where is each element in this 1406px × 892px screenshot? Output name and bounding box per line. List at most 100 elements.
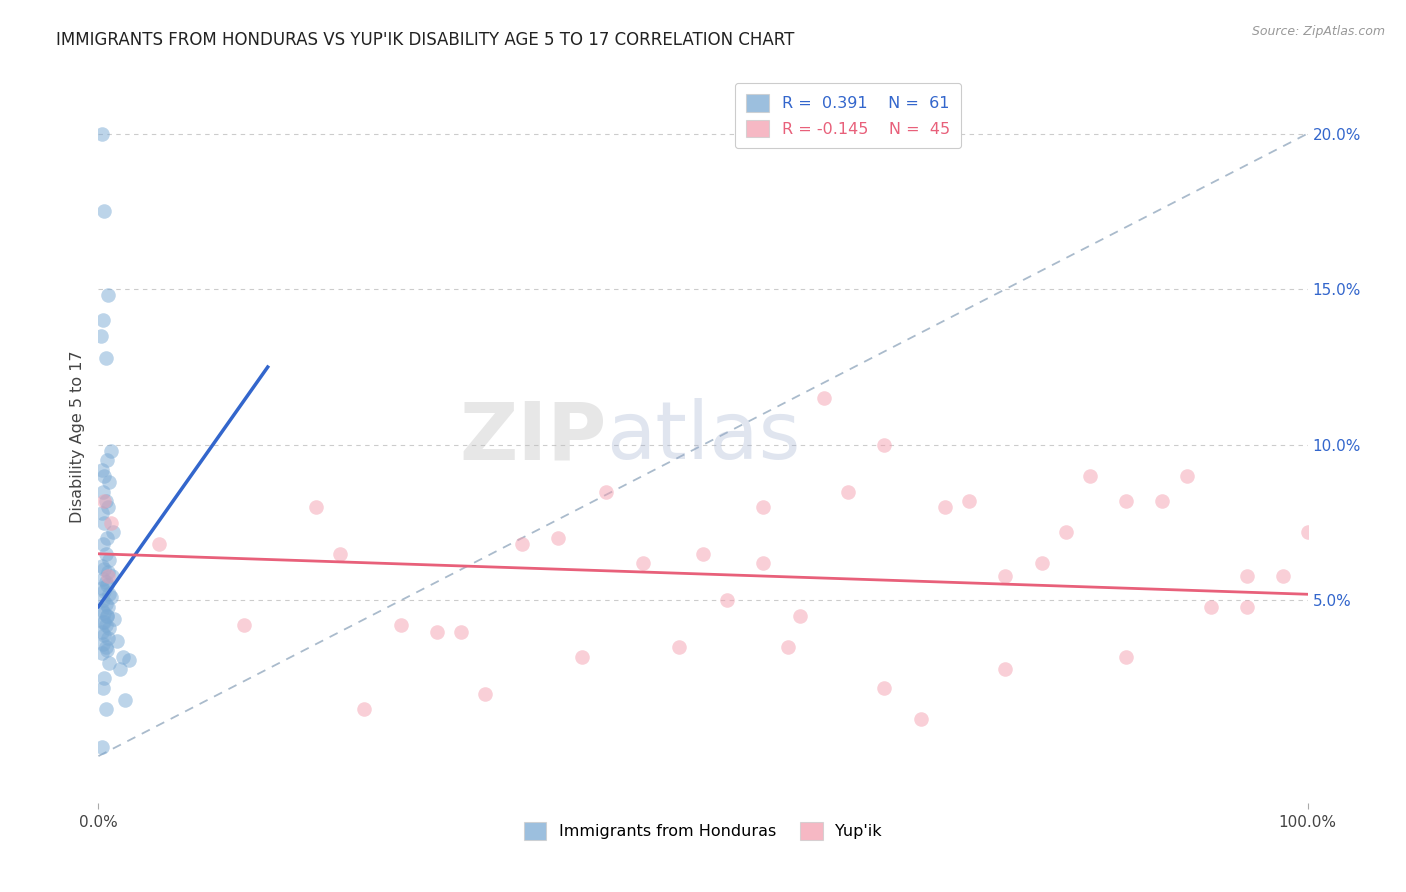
Point [91, 506, 114, 520]
Point [305, 500, 328, 515]
Point [716, 593, 738, 607]
Point [752, 500, 775, 515]
Point [752, 556, 775, 570]
Point [93, 494, 115, 508]
Y-axis label: Disability Age 5 to 17: Disability Age 5 to 17 [69, 351, 84, 524]
Point [118, 652, 141, 666]
Point [111, 649, 134, 664]
Point [91, 581, 114, 595]
Text: IMMIGRANTS FROM HONDURAS VS YUP'IK DISABILITY AGE 5 TO 17 CORRELATION CHART: IMMIGRANTS FROM HONDURAS VS YUP'IK DISAB… [56, 31, 794, 49]
Point [692, 547, 714, 561]
Point [100, 516, 122, 530]
Point [93, 606, 115, 620]
Point [90, 329, 112, 343]
Point [100, 444, 122, 458]
Point [98, 622, 121, 636]
Point [1199, 599, 1222, 614]
Point [103, 612, 125, 626]
Point [1031, 556, 1053, 570]
Point [97, 566, 120, 580]
Point [114, 693, 136, 707]
Point [1296, 524, 1319, 539]
Point [450, 624, 472, 639]
Point [91, 559, 114, 574]
Point [571, 649, 593, 664]
Point [91, 593, 114, 607]
Point [100, 591, 122, 605]
Point [96, 609, 118, 624]
Point [1236, 568, 1258, 582]
Point [93, 516, 115, 530]
Point [96, 453, 118, 467]
Point [97, 631, 120, 645]
Point [96, 643, 118, 657]
Point [98, 475, 121, 490]
Point [353, 702, 375, 716]
Point [510, 537, 533, 551]
Point [94, 494, 117, 508]
Point [101, 524, 124, 539]
Point [994, 662, 1017, 676]
Point [97, 500, 120, 515]
Point [631, 556, 654, 570]
Point [595, 484, 617, 499]
Point [837, 484, 859, 499]
Point [813, 391, 835, 405]
Point [91, 647, 114, 661]
Point [668, 640, 690, 655]
Point [100, 568, 122, 582]
Point [96, 578, 118, 592]
Point [93, 628, 115, 642]
Point [91, 615, 114, 630]
Point [96, 609, 118, 624]
Text: ZIP: ZIP [458, 398, 606, 476]
Point [1078, 469, 1101, 483]
Point [873, 438, 896, 452]
Point [1175, 469, 1198, 483]
Point [474, 687, 496, 701]
Point [91, 572, 114, 586]
Point [98, 656, 121, 670]
Point [389, 618, 412, 632]
Point [91, 313, 114, 327]
Point [94, 351, 117, 365]
Legend: Immigrants from Honduras, Yup'ik: Immigrants from Honduras, Yup'ik [517, 816, 889, 846]
Point [91, 484, 114, 499]
Point [1115, 649, 1137, 664]
Text: atlas: atlas [606, 398, 800, 476]
Point [94, 597, 117, 611]
Text: Source: ZipAtlas.com: Source: ZipAtlas.com [1251, 25, 1385, 38]
Point [776, 640, 799, 655]
Point [93, 562, 115, 576]
Point [94, 618, 117, 632]
Point [91, 537, 114, 551]
Point [873, 681, 896, 695]
Point [97, 288, 120, 302]
Point [232, 618, 254, 632]
Point [93, 469, 115, 483]
Point [93, 615, 115, 630]
Point [934, 500, 956, 515]
Point [91, 624, 114, 639]
Point [105, 634, 128, 648]
Point [91, 603, 114, 617]
Point [94, 640, 117, 655]
Point [96, 531, 118, 545]
Point [93, 584, 115, 599]
Point [98, 553, 121, 567]
Point [94, 702, 117, 716]
Point [957, 494, 980, 508]
Point [91, 463, 114, 477]
Point [93, 204, 115, 219]
Point [108, 662, 131, 676]
Point [910, 712, 932, 726]
Point [97, 568, 120, 582]
Point [93, 671, 115, 685]
Point [94, 574, 117, 589]
Point [91, 681, 114, 695]
Point [789, 609, 811, 624]
Point [98, 587, 121, 601]
Point [994, 568, 1017, 582]
Point [94, 547, 117, 561]
Point [329, 547, 352, 561]
